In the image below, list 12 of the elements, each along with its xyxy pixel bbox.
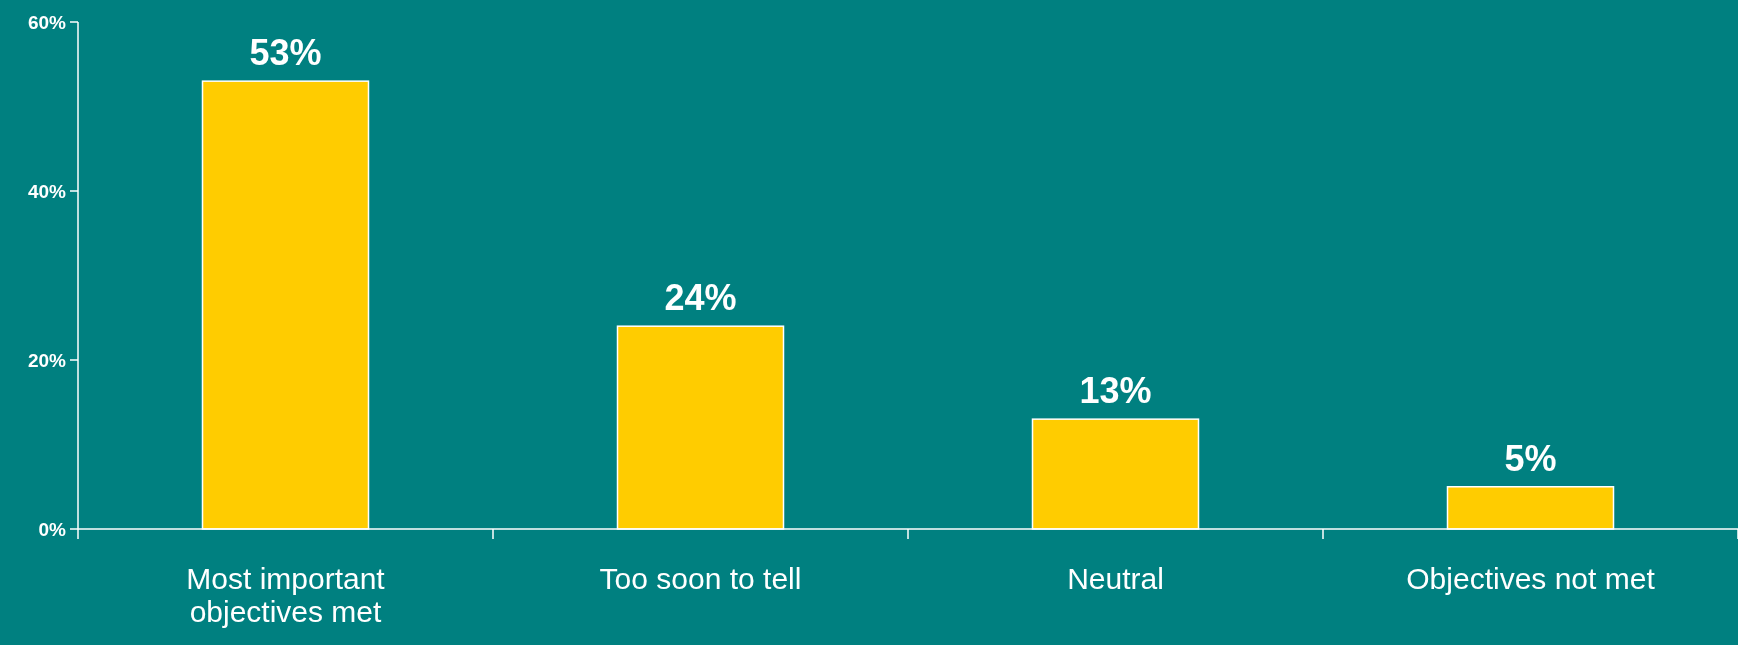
y-tick-label: 60% (27, 11, 67, 33)
y-tick-label: 20% (27, 349, 67, 371)
data-label: 24% (664, 277, 737, 319)
x-tick-label: Neutral (1067, 562, 1164, 595)
x-tick-label: Objectives not met (1406, 562, 1656, 595)
x-tick-label: Most important objectives met (186, 562, 386, 628)
data-label: 5% (1504, 437, 1557, 479)
y-tick-label: 0% (38, 518, 67, 540)
data-label: 13% (1079, 370, 1152, 412)
x-tick-label: Too soon to tell (599, 562, 802, 595)
y-tick-label: 40% (27, 180, 67, 202)
data-label: 53% (249, 32, 322, 74)
